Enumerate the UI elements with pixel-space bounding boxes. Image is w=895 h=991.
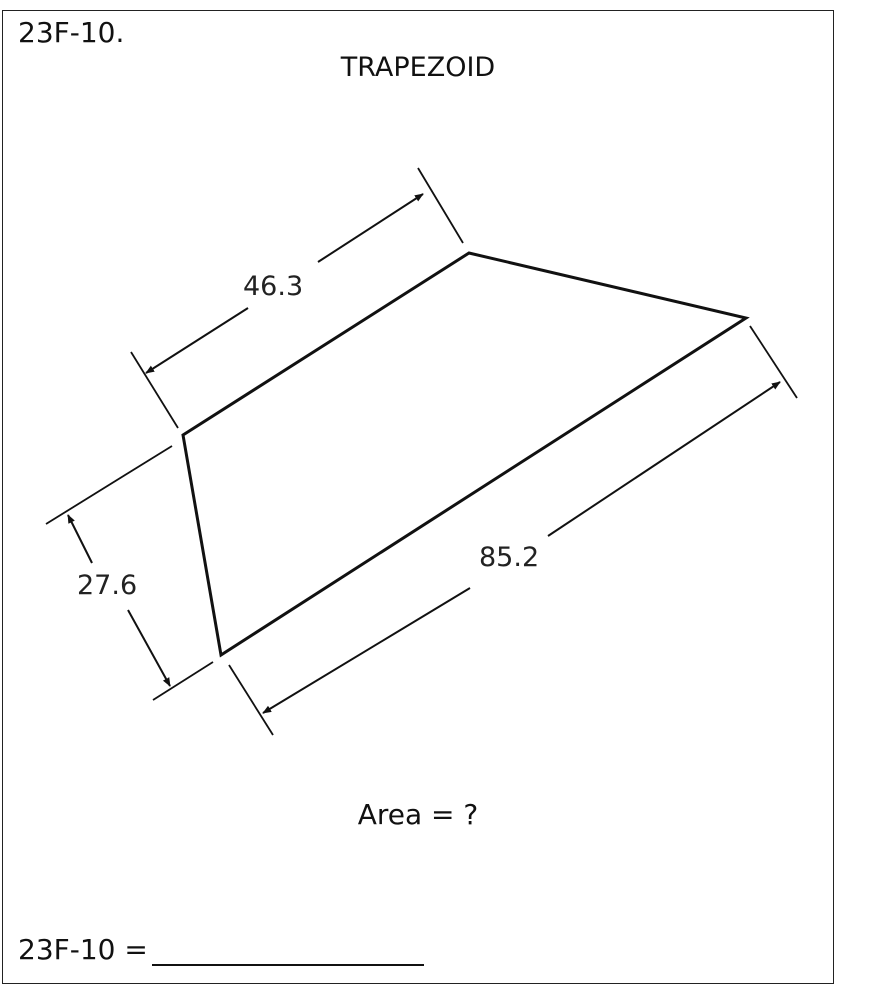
answer-blank[interactable] (151, 932, 424, 966)
dimension-line-top-upper (317, 193, 424, 263)
dimension-line-bottom-upper (547, 381, 781, 537)
extension-line-top-right (417, 167, 464, 244)
problem-frame (2, 10, 834, 984)
dimension-label-height: 27.6 (77, 570, 137, 601)
answer-row: 23F-10 = (18, 932, 424, 966)
dimension-line-bottom-lower (262, 587, 471, 714)
dimension-line-top-lower (145, 307, 249, 374)
extension-line-height-top (45, 445, 173, 525)
dimension-label-top: 46.3 (243, 271, 303, 302)
dimension-label-bottom: 85.2 (479, 542, 539, 573)
dimension-line-height-upper (67, 514, 93, 564)
dimension-line-height-lower (127, 609, 171, 687)
figure-title: TRAPEZOID (340, 52, 496, 83)
trapezoid-shape (181, 251, 750, 658)
extension-line-bottom-right (749, 325, 798, 399)
extension-line-top-left (130, 351, 179, 429)
extension-line-bottom-left (228, 664, 274, 736)
problem-id: 23F-10. (18, 16, 125, 49)
answer-label: 23F-10 = (18, 933, 148, 966)
extension-line-height-bottom (152, 661, 214, 701)
area-question: Area = ? (357, 798, 479, 831)
